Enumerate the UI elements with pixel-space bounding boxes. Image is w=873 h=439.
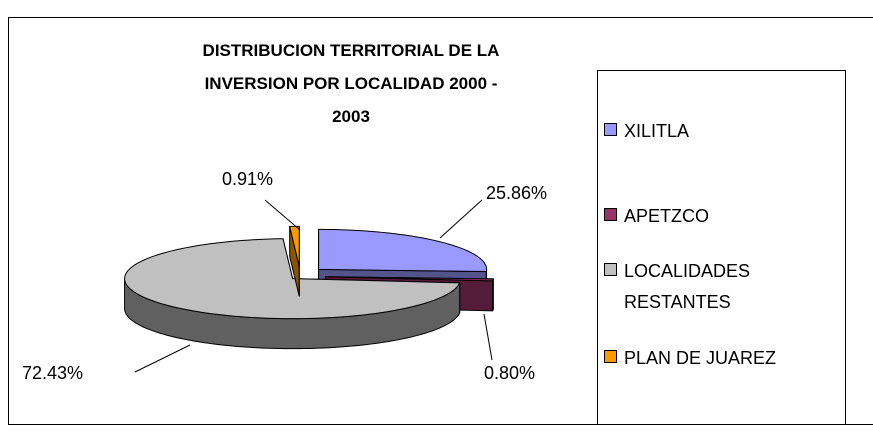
slice-top (318, 228, 488, 273)
chart-title: DISTRIBUCION TERRITORIAL DE LA INVERSION… (202, 41, 500, 126)
slice-top (124, 238, 461, 320)
leader-line (134, 344, 191, 373)
legend-label: XILITLA (624, 121, 690, 141)
leader-line (483, 313, 493, 361)
data-label: 72.43% (22, 363, 83, 383)
leader-line (439, 199, 483, 239)
leader-line (264, 199, 301, 231)
legend-label: LOCALIDADES RESTANTES (624, 261, 751, 312)
legend-swatch (604, 123, 617, 136)
slice-top (325, 276, 494, 282)
data-label: 0.80% (484, 363, 535, 383)
pie-slice (124, 238, 461, 350)
legend-swatch (604, 350, 617, 363)
data-label: 0.91% (222, 169, 273, 189)
legend-box (597, 70, 846, 425)
pie-slice (289, 225, 300, 297)
slice-side (492, 278, 494, 312)
legend-label: PLAN DE JUAREZ (624, 348, 777, 368)
legend-label: APETZCO (624, 206, 710, 226)
slice-top (289, 225, 300, 267)
legend-swatch (604, 263, 617, 276)
legend-swatch (604, 208, 617, 221)
data-label: 25.86% (486, 183, 547, 203)
